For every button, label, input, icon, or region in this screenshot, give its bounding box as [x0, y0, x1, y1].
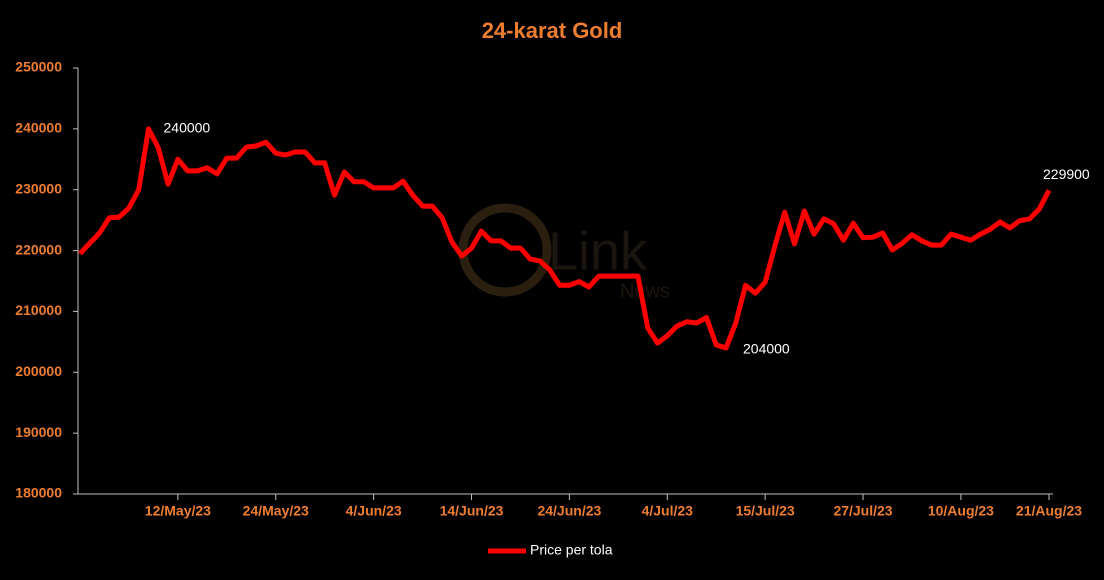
y-tick-label: 190000	[15, 424, 62, 440]
data-label: 204000	[743, 341, 790, 357]
y-tick-label: 200000	[15, 363, 62, 379]
x-tick-label: 4/Jun/23	[346, 503, 402, 519]
x-tick-label: 15/Jul/23	[736, 503, 795, 519]
chart-title: 24-karat Gold	[482, 18, 623, 43]
y-tick-label: 250000	[15, 59, 62, 75]
x-tick-label: 14/Jun/23	[440, 503, 504, 519]
x-tick-label: 4/Jul/23	[642, 503, 694, 519]
watermark-text: Link	[548, 221, 648, 281]
x-tick-label: 27/Jul/23	[833, 503, 892, 519]
y-tick-label: 180000	[15, 485, 62, 501]
data-label: 240000	[164, 120, 211, 136]
x-tick-label: 12/May/23	[145, 503, 211, 519]
watermark-logo	[458, 203, 552, 297]
x-tick-label: 10/Aug/23	[928, 503, 994, 519]
y-tick-label: 240000	[15, 120, 62, 136]
data-label: 229900	[1043, 166, 1090, 182]
y-tick-label: 220000	[15, 241, 62, 257]
y-tick-label: 230000	[15, 180, 62, 196]
watermark: Link News	[458, 203, 670, 302]
price-line	[78, 126, 1052, 351]
legend-label: Price per tola	[530, 542, 613, 558]
x-tick-label: 24/May/23	[243, 503, 309, 519]
y-tick-label: 210000	[15, 302, 62, 318]
x-tick-label: 21/Aug/23	[1016, 503, 1082, 519]
x-tick-label: 24/Jun/23	[537, 503, 601, 519]
watermark-subtext: News	[620, 280, 670, 302]
